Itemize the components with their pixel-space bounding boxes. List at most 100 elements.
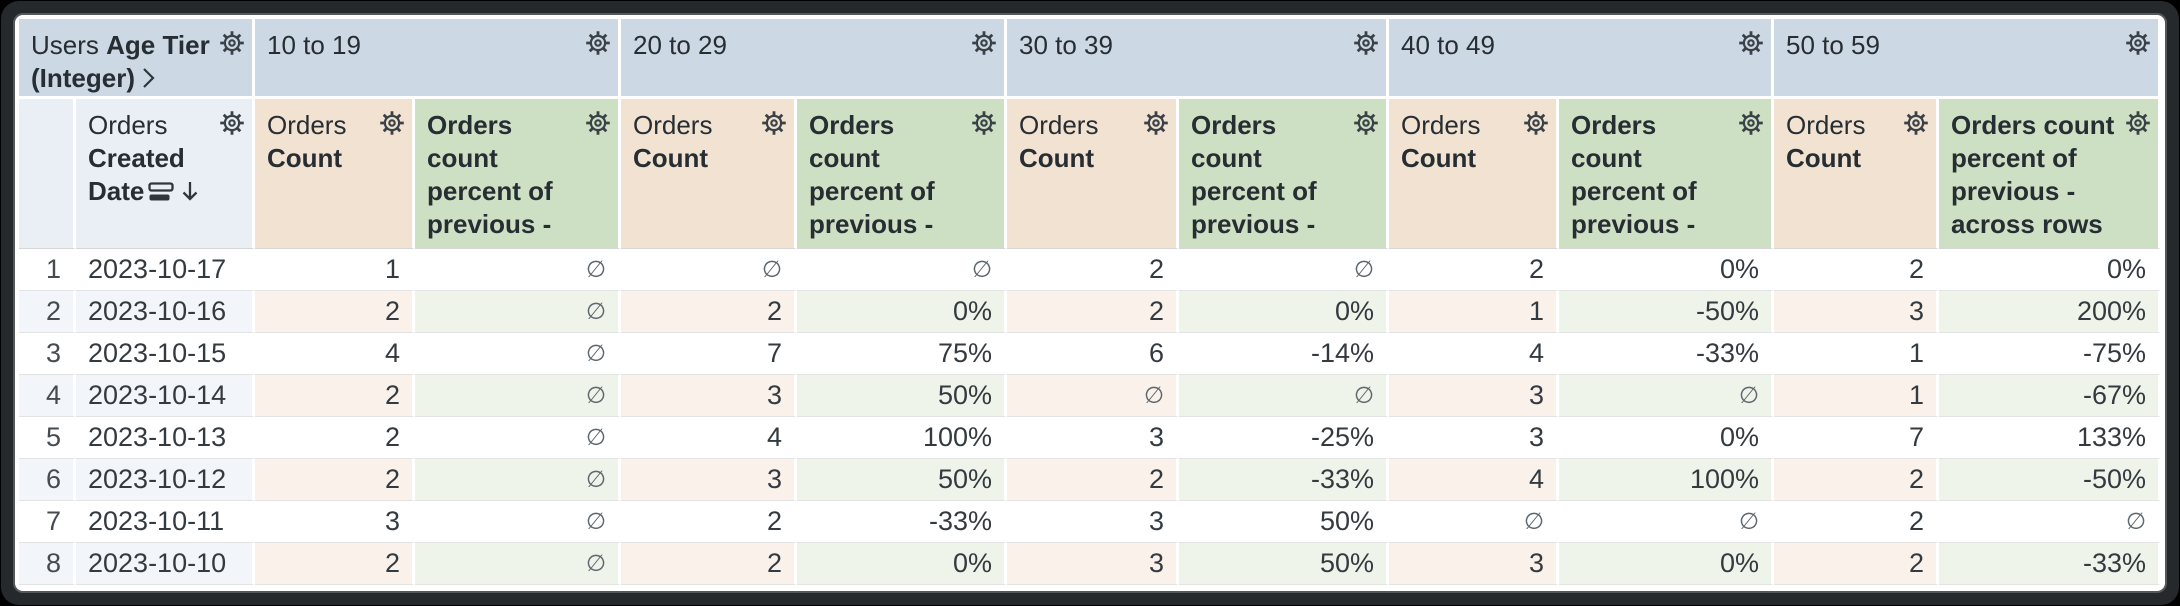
gear-icon[interactable] [378,109,406,137]
date-cell[interactable]: 2023-10-14 [76,375,255,417]
percent-cell[interactable]: 0% [1939,249,2161,291]
count-cell[interactable]: ∅ [1007,375,1179,417]
gear-icon[interactable] [2124,29,2152,57]
gear-icon[interactable] [1142,109,1170,137]
count-cell[interactable]: 7 [621,333,797,375]
percent-cell[interactable]: ∅ [415,417,621,459]
gear-icon[interactable] [1352,29,1380,57]
count-cell[interactable]: 4 [255,333,415,375]
percent-cell[interactable]: ∅ [415,459,621,501]
count-cell[interactable]: 4 [1389,333,1559,375]
percent-cell[interactable]: 0% [1559,543,1774,585]
count-cell[interactable]: 2 [255,417,415,459]
pivot-header-20-29[interactable]: 20 to 29 [621,19,1007,99]
percent-cell[interactable]: -75% [1939,333,2161,375]
measure-header-orders-count[interactable]: Orders Count [255,99,415,249]
sort-descending-arrow-icon[interactable] [179,179,201,212]
gear-icon[interactable] [2124,109,2152,137]
percent-cell[interactable]: ∅ [1179,249,1389,291]
percent-cell[interactable]: ∅ [1939,501,2161,543]
count-cell[interactable]: 3 [255,501,415,543]
count-cell[interactable]: 2 [1774,501,1939,543]
date-cell[interactable]: 2023-10-16 [76,291,255,333]
gear-icon[interactable] [584,29,612,57]
count-cell[interactable]: ∅ [1389,501,1559,543]
percent-cell[interactable]: -33% [1939,543,2161,585]
count-cell[interactable]: 3 [1389,375,1559,417]
measure-header-orders-count[interactable]: Orders Count [1007,99,1179,249]
count-cell[interactable]: 3 [1774,291,1939,333]
measure-header-percent-previous[interactable]: Orders count percent of previous - acros… [797,99,1007,249]
gear-icon[interactable] [760,109,788,137]
count-cell[interactable]: 3 [1389,417,1559,459]
percent-cell[interactable]: 50% [1179,543,1389,585]
measure-header-percent-previous[interactable]: Orders count percent of previous - acros… [1939,99,2161,249]
percent-cell[interactable]: -33% [1179,459,1389,501]
percent-cell[interactable]: ∅ [415,333,621,375]
count-cell[interactable]: 3 [1389,543,1559,585]
pivot-header-50-59[interactable]: 50 to 59 [1774,19,2161,99]
percent-cell[interactable]: 0% [797,543,1007,585]
gear-icon[interactable] [1737,29,1765,57]
percent-cell[interactable]: ∅ [415,543,621,585]
date-cell[interactable]: 2023-10-15 [76,333,255,375]
gear-icon[interactable] [584,109,612,137]
percent-cell[interactable]: ∅ [1559,501,1774,543]
count-cell[interactable]: 4 [621,417,797,459]
measure-header-percent-previous[interactable]: Orders count percent of previous - acros… [1179,99,1389,249]
gear-icon[interactable] [1522,109,1550,137]
gear-icon[interactable] [970,109,998,137]
measure-header-orders-count[interactable]: Orders Count [1774,99,1939,249]
count-cell[interactable]: 2 [621,543,797,585]
percent-cell[interactable]: -25% [1179,417,1389,459]
date-cell[interactable]: 2023-10-13 [76,417,255,459]
gear-icon[interactable] [1902,109,1930,137]
count-cell[interactable]: 2 [255,459,415,501]
pivot-header-30-39[interactable]: 30 to 39 [1007,19,1389,99]
measure-header-orders-count[interactable]: Orders Count [621,99,797,249]
percent-cell[interactable]: 50% [797,375,1007,417]
count-cell[interactable]: 3 [1007,417,1179,459]
measure-header-orders-count[interactable]: Orders Count [1389,99,1559,249]
gear-icon[interactable] [970,29,998,57]
percent-cell[interactable]: 0% [1559,417,1774,459]
percent-cell[interactable]: 133% [1939,417,2161,459]
count-cell[interactable]: 2 [1774,543,1939,585]
count-cell[interactable]: 2 [255,375,415,417]
count-cell[interactable]: 3 [621,459,797,501]
percent-cell[interactable]: 50% [797,459,1007,501]
percent-cell[interactable]: ∅ [415,501,621,543]
count-cell[interactable]: 2 [621,501,797,543]
percent-cell[interactable]: ∅ [415,375,621,417]
count-cell[interactable]: 2 [255,291,415,333]
count-cell[interactable]: 3 [1007,501,1179,543]
pivot-dimension-corner-header[interactable]: Users Age Tier (Integer) [19,19,255,99]
percent-cell[interactable]: ∅ [797,249,1007,291]
percent-cell[interactable]: 100% [1559,459,1774,501]
percent-cell[interactable]: -67% [1939,375,2161,417]
count-cell[interactable]: 1 [1774,375,1939,417]
gear-icon[interactable] [218,29,246,57]
date-cell[interactable]: 2023-10-17 [76,249,255,291]
chevron-right-icon[interactable] [139,65,157,96]
gear-icon[interactable] [218,109,246,137]
count-cell[interactable]: 2 [1007,291,1179,333]
row-dimension-header[interactable]: Orders Created Date [76,99,255,249]
count-cell[interactable]: 3 [621,375,797,417]
percent-cell[interactable]: -33% [797,501,1007,543]
gear-icon[interactable] [1352,109,1380,137]
percent-cell[interactable]: -50% [1939,459,2161,501]
count-cell[interactable]: 2 [1007,249,1179,291]
count-cell[interactable]: 1 [1774,333,1939,375]
count-cell[interactable]: 2 [1007,459,1179,501]
count-cell[interactable]: 2 [1774,249,1939,291]
percent-cell[interactable]: 100% [797,417,1007,459]
count-cell[interactable]: 6 [1007,333,1179,375]
percent-cell[interactable]: -14% [1179,333,1389,375]
date-cell[interactable]: 2023-10-12 [76,459,255,501]
date-cell[interactable]: 2023-10-11 [76,501,255,543]
gear-icon[interactable] [1737,109,1765,137]
percent-cell[interactable]: 200% [1939,291,2161,333]
pivot-header-40-49[interactable]: 40 to 49 [1389,19,1774,99]
measure-header-percent-previous[interactable]: Orders count percent of previous - acros… [1559,99,1774,249]
